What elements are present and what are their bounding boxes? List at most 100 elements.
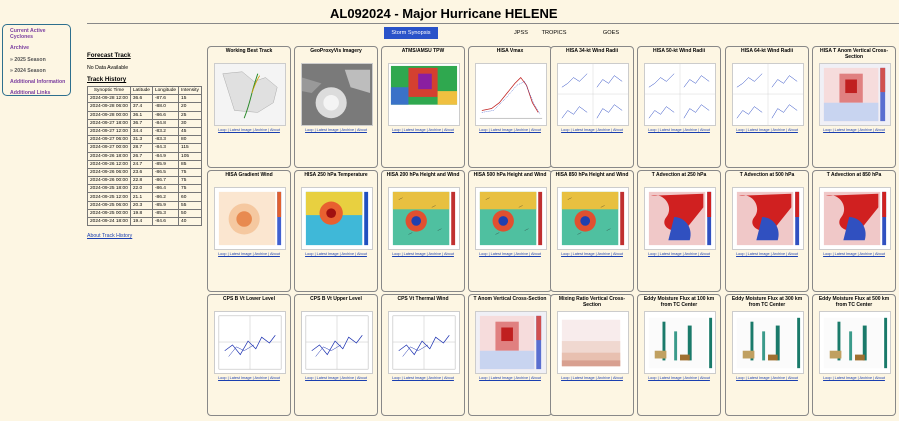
product-image[interactable] (732, 187, 804, 250)
table-cell: 22.8 (129, 176, 153, 186)
table-cell: 2024-09-26 12:00 (87, 159, 131, 169)
product-image[interactable] (644, 311, 716, 374)
panel-title: HISA 850 hPa Height and Wind (555, 172, 629, 178)
product-image[interactable] (388, 187, 460, 250)
panel-links-text[interactable]: Loop | Latest Image | Archive | About (392, 252, 454, 256)
sidebar-item-0[interactable]: Current Active (10, 28, 46, 34)
tab-1[interactable]: JPSS (514, 30, 528, 36)
product-image[interactable] (214, 311, 286, 374)
header-divider (87, 23, 899, 24)
product-image[interactable] (301, 311, 373, 374)
panel-links-text[interactable]: Loop | Latest Image | Archive | About (823, 376, 885, 380)
sidebar-item-2[interactable]: Archive (10, 45, 30, 52)
panel-links-text[interactable]: Loop | Latest Image | Archive | About (392, 376, 454, 380)
product-image[interactable] (557, 187, 629, 250)
panel-links[interactable]: Loop | Latest Image | Archive | About (208, 376, 290, 380)
panel-title: ATMS/AMSU TPW (401, 48, 445, 54)
panel-links-text[interactable]: Loop | Latest Image | Archive | About (479, 252, 541, 256)
panel-links-text[interactable]: Loop | Latest Image | Archive | About (305, 376, 367, 380)
panel-links[interactable]: Loop | Latest Image | Archive | About (638, 376, 720, 380)
product-panel: T Advection at 500 hPa Loop | Latest Imag… (725, 170, 809, 292)
panel-links[interactable]: Loop | Latest Image | Archive | About (295, 252, 377, 256)
product-image[interactable] (732, 63, 804, 126)
about-track-history-link[interactable]: About Track History (87, 233, 133, 240)
panel-links[interactable]: Loop | Latest Image | Archive | About (382, 128, 464, 132)
panel-links-text[interactable]: Loop | Latest Image | Archive | About (305, 128, 367, 132)
product-image[interactable] (819, 311, 891, 374)
panel-links[interactable]: Loop | Latest Image | Archive | About (726, 252, 808, 256)
panel-links[interactable]: Loop | Latest Image | Archive | About (382, 376, 464, 380)
panel-links[interactable]: Loop | Latest Image | Archive | About (551, 128, 633, 132)
sidebar-item-6[interactable]: Additional Links (10, 90, 51, 97)
product-image[interactable] (819, 63, 891, 126)
panel-links-text[interactable]: Loop | Latest Image | Archive | About (561, 376, 623, 380)
panel-links[interactable]: Loop | Latest Image | Archive | About (638, 128, 720, 132)
column-header: Intensity (178, 85, 202, 96)
panel-links-text[interactable]: Loop | Latest Image | Archive | About (648, 128, 710, 132)
sidebar-item-1[interactable]: Cyclones (10, 34, 34, 41)
product-image[interactable] (557, 63, 629, 126)
panel-links-text[interactable]: Loop | Latest Image | Archive | About (479, 376, 541, 380)
product-image[interactable] (644, 187, 716, 250)
tab-2[interactable]: TROPICS (541, 30, 567, 36)
panel-links[interactable]: Loop | Latest Image | Archive | About (551, 376, 633, 380)
panel-links[interactable]: Loop | Latest Image | Archive | About (469, 252, 551, 256)
panel-links-text[interactable]: Loop | Latest Image | Archive | About (218, 128, 280, 132)
product-image[interactable] (214, 63, 286, 126)
panel-title: Eddy Moisture Flux at 300 km from TC Cen… (731, 296, 803, 308)
panel-links[interactable]: Loop | Latest Image | Archive | About (813, 128, 895, 132)
product-image[interactable] (301, 187, 373, 250)
panel-links-text[interactable]: Loop | Latest Image | Archive | About (648, 376, 710, 380)
panel-links[interactable]: Loop | Latest Image | Archive | About (295, 128, 377, 132)
panel-links[interactable]: Loop | Latest Image | Archive | About (208, 128, 290, 132)
panel-links-text[interactable]: Loop | Latest Image | Archive | About (823, 128, 885, 132)
panel-links-text[interactable]: Loop | Latest Image | Archive | About (561, 128, 623, 132)
panel-links[interactable]: Loop | Latest Image | Archive | About (208, 252, 290, 256)
panel-links[interactable]: Loop | Latest Image | Archive | About (469, 376, 551, 380)
product-image[interactable] (475, 187, 547, 250)
panel-links-text[interactable]: Loop | Latest Image | Archive | About (218, 252, 280, 256)
panel-links-text[interactable]: Loop | Latest Image | Archive | About (561, 252, 623, 256)
product-image[interactable] (388, 63, 460, 126)
sidebar-item-5[interactable]: Additional Information (10, 79, 66, 86)
forecast-track-heading[interactable]: Forecast Track (87, 52, 131, 59)
product-image[interactable] (475, 63, 547, 126)
product-image[interactable] (557, 311, 629, 374)
product-panel: HISA 850 hPa Height and Wind Loop | Lates… (550, 170, 634, 292)
table-cell: 30 (178, 118, 202, 128)
tab-0[interactable]: Storm Synopsis (384, 27, 438, 39)
panel-links-text[interactable]: Loop | Latest Image | Archive | About (218, 376, 280, 380)
product-image[interactable] (301, 63, 373, 126)
panel-links-text[interactable]: Loop | Latest Image | Archive | About (736, 252, 798, 256)
panel-links[interactable]: Loop | Latest Image | Archive | About (295, 376, 377, 380)
panel-links-text[interactable]: Loop | Latest Image | Archive | About (648, 252, 710, 256)
panel-links-text[interactable]: Loop | Latest Image | Archive | About (823, 252, 885, 256)
panel-links[interactable]: Loop | Latest Image | Archive | About (638, 252, 720, 256)
panel-links-text[interactable]: Loop | Latest Image | Archive | About (736, 128, 798, 132)
panel-links[interactable]: Loop | Latest Image | Archive | About (813, 376, 895, 380)
tab-3[interactable]: GOES (602, 30, 620, 36)
panel-links[interactable]: Loop | Latest Image | Archive | About (813, 252, 895, 256)
table-cell: -86.6 (151, 110, 180, 120)
table-cell: -87.6 (151, 94, 180, 104)
sidebar-item-3[interactable]: » 2025 Season (10, 56, 46, 63)
product-image[interactable] (644, 63, 716, 126)
panel-links[interactable]: Loop | Latest Image | Archive | About (469, 128, 551, 132)
panel-links-text[interactable]: Loop | Latest Image | Archive | About (392, 128, 454, 132)
panel-links[interactable]: Loop | Latest Image | Archive | About (551, 252, 633, 256)
table-cell: 75 (178, 184, 202, 194)
product-image[interactable] (732, 311, 804, 374)
product-image[interactable] (214, 187, 286, 250)
product-image[interactable] (475, 311, 547, 374)
panel-links-text[interactable]: Loop | Latest Image | Archive | About (305, 252, 367, 256)
product-image[interactable] (388, 311, 460, 374)
track-history-heading[interactable]: Track History (87, 76, 127, 83)
panel-links[interactable]: Loop | Latest Image | Archive | About (726, 376, 808, 380)
product-image[interactable] (819, 187, 891, 250)
panel-links-text[interactable]: Loop | Latest Image | Archive | About (736, 376, 798, 380)
panel-links[interactable]: Loop | Latest Image | Archive | About (382, 252, 464, 256)
panel-links-text[interactable]: Loop | Latest Image | Archive | About (479, 128, 541, 132)
panel-links[interactable]: Loop | Latest Image | Archive | About (726, 128, 808, 132)
product-panel: T Advection at 850 hPa Loop | Latest Imag… (812, 170, 896, 292)
sidebar-item-4[interactable]: » 2024 Season (10, 67, 46, 74)
